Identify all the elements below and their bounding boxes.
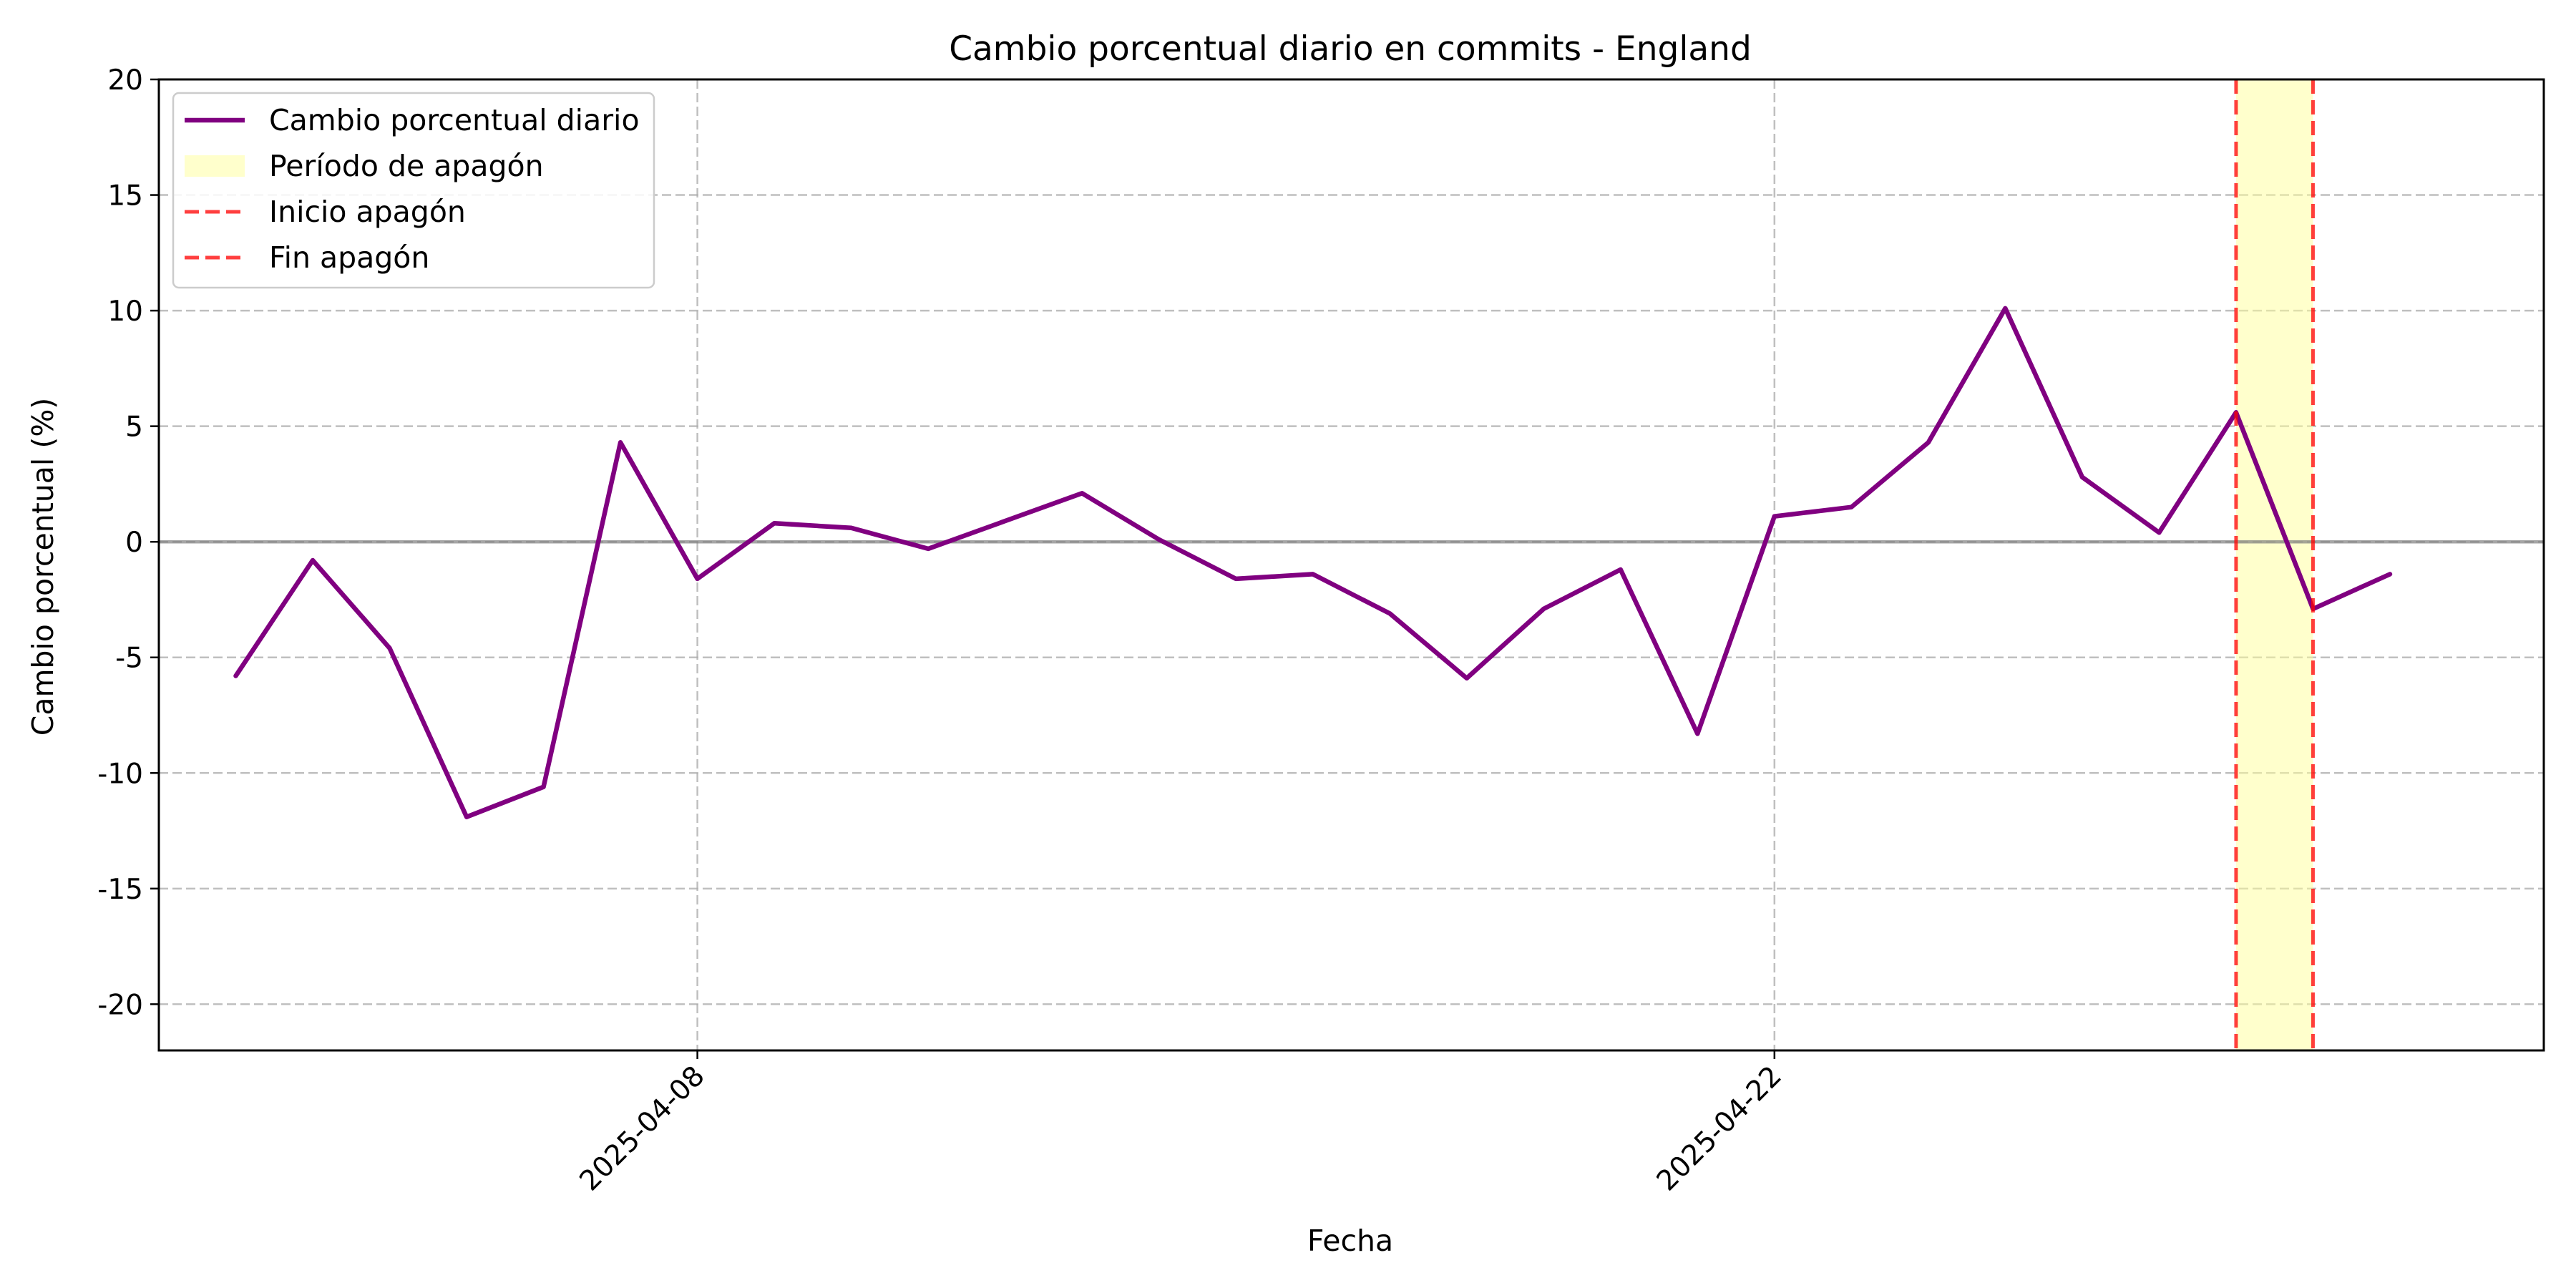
y-tick-label: 5 [125,411,143,444]
y-tick-label: 20 [107,64,143,97]
y-tick-label: 15 [107,180,143,213]
series-layer [233,306,2393,819]
y-tick-label: -15 [97,874,143,906]
legend-label: Cambio porcentual diario [269,103,640,137]
blackout-lines [2234,79,2315,1050]
y-tick-label: 10 [107,296,143,328]
legend: Cambio porcentual diario Período de apagó… [172,92,655,289]
legend-label: Inicio apagón [269,195,466,229]
legend-label: Fin apagón [269,240,429,275]
chart-title: Cambio porcentual diario en commits - En… [949,29,1752,69]
blackout-band-layer [2235,79,2313,1050]
y-tick-label: 0 [125,527,143,559]
legend-label: Período de apagón [269,149,544,183]
plot-area-frame [157,78,2545,1052]
legend-box [172,92,655,289]
series-line [233,306,2393,819]
blackout-band [2235,79,2313,1050]
x-axis-title: Fecha [1307,1224,1393,1258]
y-tick-label: -20 [97,989,143,1021]
y-tick-label: -10 [97,758,143,790]
y-tick-label: -5 [115,643,143,675]
y-axis-title: Cambio porcentual (%) [26,398,60,736]
legend-swatch-patch [185,155,245,177]
